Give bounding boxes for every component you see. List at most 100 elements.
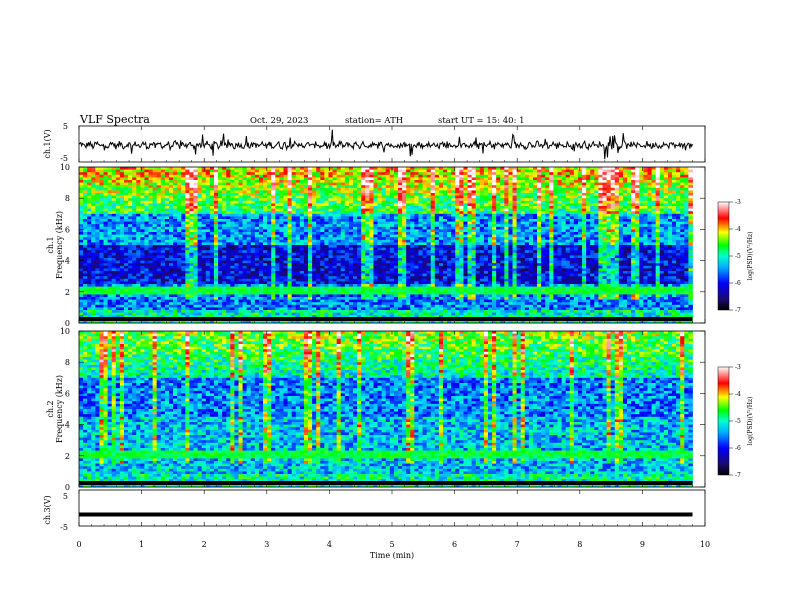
spec1-cell <box>271 307 275 310</box>
spec1-cell <box>349 294 353 297</box>
spec1-cell <box>345 276 349 279</box>
spec1-cell <box>349 263 353 266</box>
spec1-cell <box>83 180 87 183</box>
spec1-cell <box>304 245 308 248</box>
spec1-cell <box>116 219 120 222</box>
spec1-cell <box>345 219 349 222</box>
spec1-cell <box>153 177 157 180</box>
spec1-cell <box>312 248 316 251</box>
spec1-cell <box>239 237 243 240</box>
spec1-cell <box>214 302 218 305</box>
spec1-cell <box>382 284 386 287</box>
spec1-cell <box>149 248 153 251</box>
spec1-cell <box>283 170 287 173</box>
spec1-cell <box>181 190 185 193</box>
spec1-cell <box>410 190 414 193</box>
spec1-cell <box>181 201 185 204</box>
spec1-cell <box>304 274 308 277</box>
spec1-cell <box>402 305 406 308</box>
spec1-cell <box>402 211 406 214</box>
spec1-cell <box>345 279 349 282</box>
spec1-cell <box>218 289 222 292</box>
spec1-cell <box>234 258 238 261</box>
spec1-cell <box>202 240 206 243</box>
spec1-cell <box>255 284 259 287</box>
spec1-cell <box>120 229 124 232</box>
spec1-cell <box>112 196 116 199</box>
spec1-cell <box>104 281 108 284</box>
spec1-cell <box>296 307 300 310</box>
spec1-cell <box>99 274 103 277</box>
spec1-cell <box>406 248 410 251</box>
spec1-cell <box>251 216 255 219</box>
spec1-cell <box>210 292 214 295</box>
spec1-cell <box>169 307 173 310</box>
spec1-cell <box>243 229 247 232</box>
spec1-cell <box>255 250 259 253</box>
spec1-cell <box>79 266 83 269</box>
spec1-cell <box>173 180 177 183</box>
spec1-cell <box>378 211 382 214</box>
spec1-cell <box>165 253 169 256</box>
spec1-cell <box>144 292 148 295</box>
spec1-cell <box>263 297 267 300</box>
spec1-cell <box>140 268 144 271</box>
spec1-cell <box>263 216 267 219</box>
spec1-cell <box>324 177 328 180</box>
spec1-cell <box>255 300 259 303</box>
spec1-cell <box>390 183 394 186</box>
spec1-cell <box>128 177 132 180</box>
spec1-cell <box>234 263 238 266</box>
ch1-ytick-bottom: -5 <box>60 154 68 163</box>
spec1-cell <box>349 232 353 235</box>
spec1-cell <box>157 253 161 256</box>
spec1-cell <box>304 276 308 279</box>
spec1-cell <box>275 310 279 313</box>
spec1-cell <box>402 302 406 305</box>
spec1-cell <box>194 193 198 196</box>
spec1-cell <box>398 211 402 214</box>
spec1-cell <box>144 193 148 196</box>
spec1-cell <box>144 229 148 232</box>
spec1-cell <box>365 297 369 300</box>
spec1-cell <box>333 302 337 305</box>
spec1-cell <box>83 193 87 196</box>
spec1-cell <box>251 242 255 245</box>
spec1-cell <box>247 261 251 264</box>
spec1-cell <box>210 170 214 173</box>
spec1-cell <box>402 206 406 209</box>
spec1-cell <box>337 219 341 222</box>
spec1-cell <box>222 258 226 261</box>
spec1-cell <box>157 240 161 243</box>
spec1-cell <box>275 188 279 191</box>
spec1-cell <box>173 203 177 206</box>
spec1-cell <box>378 240 382 243</box>
spec1-cell <box>79 242 83 245</box>
spec1-cell <box>222 284 226 287</box>
spec1-cell <box>304 255 308 258</box>
spec1-cell <box>365 281 369 284</box>
spec1-cell <box>267 307 271 310</box>
spec1-cell <box>189 302 193 305</box>
spec1-cell <box>194 261 198 264</box>
spec1-cell <box>149 266 153 269</box>
spec1-cell <box>288 261 292 264</box>
spec1-cell <box>104 274 108 277</box>
spec1-cell <box>198 206 202 209</box>
spec1-cell <box>161 167 165 170</box>
spec1-cell <box>95 170 99 173</box>
spec1-cell <box>300 172 304 175</box>
spec1-cell <box>124 222 128 225</box>
spec1-cell <box>247 201 251 204</box>
spec1-cell <box>300 281 304 284</box>
spec1-cell <box>341 209 345 212</box>
spec1-cell <box>251 266 255 269</box>
spec1-cell <box>243 284 247 287</box>
spec1-cell <box>169 245 173 248</box>
spec1-cell <box>128 167 132 170</box>
spec1-cell <box>312 229 316 232</box>
spec1-cell <box>239 271 243 274</box>
spec1-cell <box>136 229 140 232</box>
spec1-cell <box>144 196 148 199</box>
spec1-cell <box>251 292 255 295</box>
